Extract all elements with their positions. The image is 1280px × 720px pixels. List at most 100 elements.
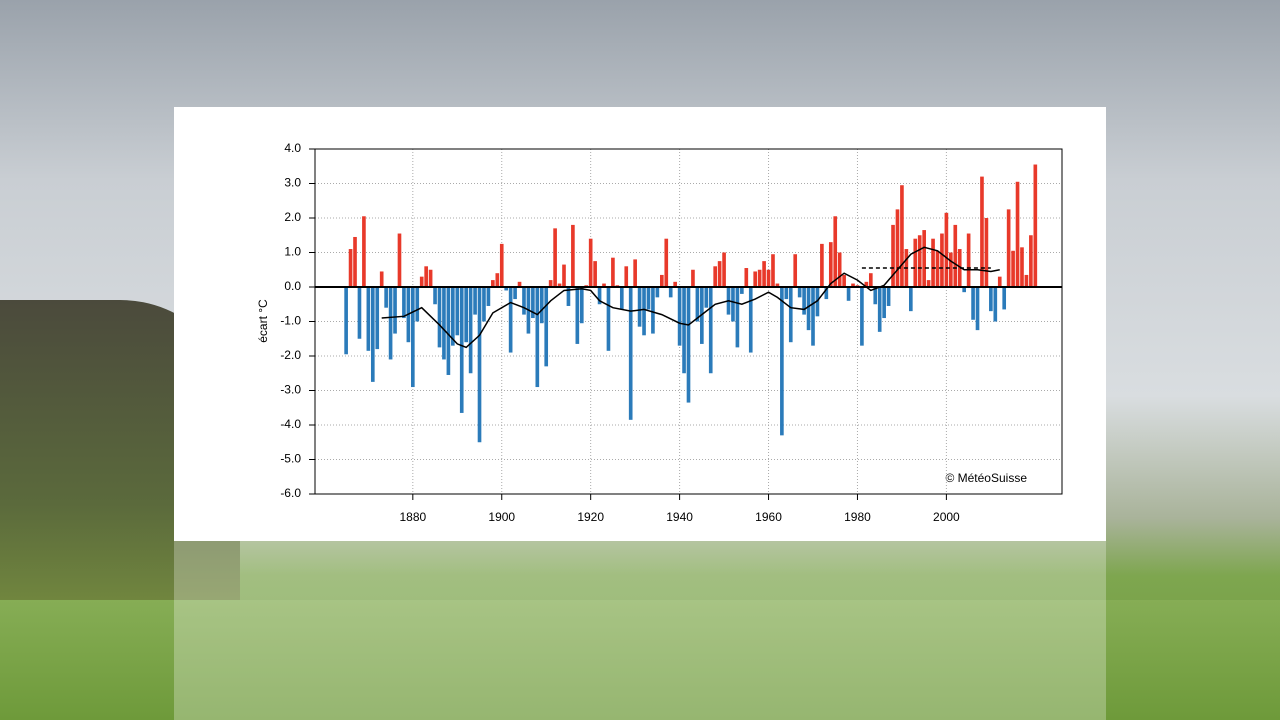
bar [624, 266, 629, 287]
bar [553, 228, 557, 287]
y-tick-label: 1.0 [284, 245, 301, 259]
bar [935, 250, 940, 287]
bar [900, 185, 904, 287]
bar [908, 287, 913, 312]
bar [775, 283, 780, 287]
bar [971, 287, 975, 320]
bar [877, 287, 882, 332]
bar [362, 216, 366, 287]
bar [757, 269, 762, 287]
bar [602, 283, 606, 287]
y-axis-label: écart °C [256, 299, 270, 343]
bar [922, 230, 926, 287]
x-tick-label: 1960 [755, 510, 782, 524]
bar [708, 287, 713, 374]
bar [370, 287, 375, 382]
bar [748, 287, 753, 353]
bar [868, 273, 873, 287]
bar [873, 287, 878, 305]
bar [931, 238, 935, 287]
bar [989, 287, 993, 312]
bar [384, 287, 388, 308]
bar [1011, 250, 1015, 287]
bar [668, 287, 673, 298]
bar [824, 287, 829, 300]
bar [535, 287, 540, 388]
y-tick-label: 4.0 [284, 141, 301, 155]
y-tick-label: -1.0 [280, 314, 301, 328]
bar [926, 280, 931, 287]
bar [402, 287, 406, 319]
bar [388, 287, 393, 360]
bar [735, 287, 740, 348]
bar [980, 176, 984, 287]
bar [451, 287, 455, 346]
bar [940, 233, 944, 287]
bar [695, 287, 700, 322]
bar [851, 283, 855, 287]
copyright: © MétéoSuisse [945, 471, 1027, 485]
bar [962, 287, 967, 293]
bar [797, 287, 802, 298]
bar [802, 287, 806, 315]
bar [713, 266, 718, 287]
bar [491, 280, 495, 287]
bar [593, 261, 597, 287]
y-tick-label: -5.0 [280, 452, 301, 466]
x-tick-label: 2000 [933, 510, 960, 524]
bar [957, 249, 962, 287]
bar [379, 271, 384, 287]
photo-field [0, 600, 1280, 720]
bar [504, 287, 509, 291]
bar [531, 287, 535, 319]
bar [424, 266, 428, 287]
bar [717, 261, 722, 287]
bar [882, 287, 886, 319]
bar [682, 287, 686, 374]
bar [575, 287, 580, 344]
bar [375, 287, 380, 350]
bar [455, 287, 460, 336]
bar [664, 238, 669, 287]
bar [944, 212, 949, 287]
y-tick-label: -2.0 [280, 348, 301, 362]
bar [686, 287, 691, 403]
plot-frame [314, 148, 1063, 495]
bar [1006, 209, 1011, 287]
bar [397, 233, 402, 287]
bar [744, 268, 749, 287]
bar [353, 236, 357, 287]
bar [464, 287, 469, 343]
bar [477, 287, 482, 443]
bar [913, 238, 918, 287]
bar [437, 287, 442, 348]
bar [949, 252, 953, 287]
y-tick-label: -6.0 [280, 486, 301, 500]
bar [740, 287, 744, 294]
bar [886, 287, 891, 306]
bar [1020, 247, 1024, 287]
bar [548, 280, 553, 287]
bar [597, 287, 602, 305]
bar [517, 281, 522, 287]
bar [1002, 287, 1007, 310]
bar [446, 287, 451, 375]
bar [544, 287, 549, 367]
bar [860, 287, 864, 346]
bar [651, 287, 655, 334]
bar [348, 249, 353, 287]
y-tick-label: 0.0 [284, 279, 301, 293]
bar [508, 287, 513, 353]
bar [419, 276, 424, 287]
bar [984, 218, 989, 287]
y-tick-label: -3.0 [280, 383, 301, 397]
bar [966, 233, 971, 287]
bar [659, 274, 664, 287]
bar [571, 224, 575, 287]
x-tick-label: 1900 [488, 510, 515, 524]
bar [820, 243, 824, 287]
bar [891, 224, 895, 287]
bar [611, 257, 615, 287]
